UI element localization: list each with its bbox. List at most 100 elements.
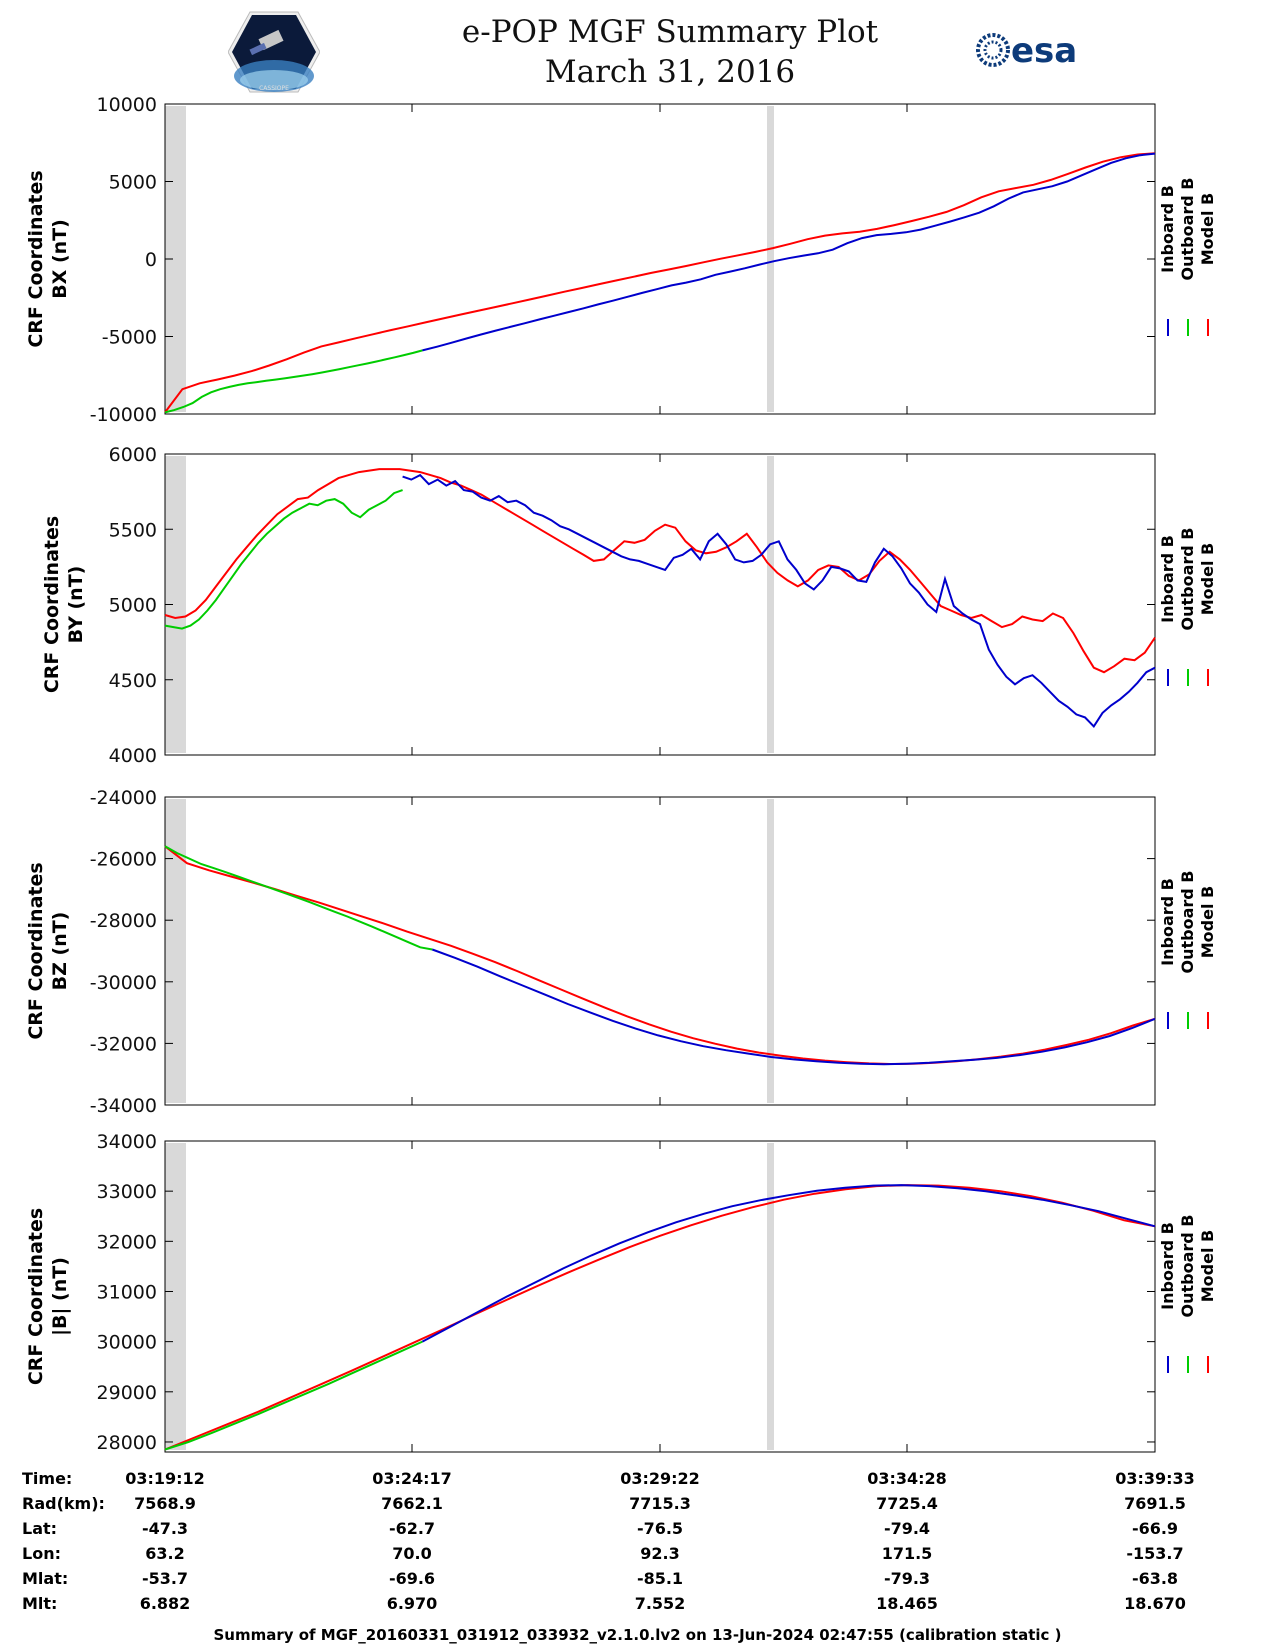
legend-label: Outboard B [1178, 1215, 1197, 1318]
y-tick-label: 30000 [97, 1332, 157, 1354]
y-axis-label: |B| (nT) [49, 1257, 71, 1336]
y-tick-label: -30000 [90, 972, 157, 994]
data-gap-band [767, 799, 774, 1103]
series-model-b [164, 468, 1156, 674]
series-model-b [164, 1184, 1156, 1451]
y-tick-label: 10000 [97, 94, 157, 116]
x-table-cell: -47.3 [142, 1519, 188, 1538]
x-table-cell: 7715.3 [629, 1494, 691, 1513]
y-tick-label: 31000 [97, 1281, 157, 1303]
y-tick-label: 28000 [97, 1432, 157, 1454]
data-gap-band [767, 106, 774, 412]
legend-label: Model B [1198, 1230, 1217, 1302]
y-tick-label: -10000 [90, 404, 157, 426]
x-table-cell: 70.0 [392, 1544, 431, 1563]
y-tick-label: 4000 [109, 745, 157, 767]
series-inboard-b [421, 1184, 1156, 1343]
y-tick-label: 32000 [97, 1231, 157, 1253]
series-inboard-b [402, 473, 1156, 728]
series-outboard-b [164, 1340, 423, 1451]
data-gap-band [165, 1143, 186, 1450]
legend: Inboard B Outboard B Model B [1158, 528, 1217, 686]
x-table-cell: 18.670 [1124, 1594, 1186, 1613]
series-outboard-b [164, 845, 433, 951]
y-axis-label: CRF Coordinates [25, 862, 47, 1039]
x-table-cell: -79.3 [884, 1569, 930, 1588]
x-tick-label: 03:34:28 [867, 1469, 947, 1488]
plot-frame [164, 796, 1156, 1106]
x-table-cell: -66.9 [1132, 1519, 1178, 1538]
y-tick-label: -24000 [90, 787, 157, 809]
series-model-b [164, 152, 1156, 413]
x-table-cell: -53.7 [142, 1569, 188, 1588]
series-inboard-b [431, 948, 1156, 1066]
x-row-label: Mlt: [22, 1594, 57, 1613]
x-table-cell: 7568.9 [134, 1494, 196, 1513]
x-tick-label: 03:19:12 [125, 1469, 205, 1488]
x-table-cell: -69.6 [389, 1569, 435, 1588]
y-tick-label: 5500 [109, 519, 157, 541]
footer-caption: Summary of MGF_20160331_031912_033932_v2… [213, 1626, 1062, 1644]
legend-label: Outboard B [1178, 871, 1197, 974]
x-table-cell: -85.1 [637, 1569, 683, 1588]
series-inboard-b [422, 152, 1156, 352]
x-table-cell: 63.2 [145, 1544, 184, 1563]
data-gap-band [767, 1143, 774, 1450]
y-tick-label: 5000 [109, 595, 157, 617]
y-axis-label: BY (nT) [65, 566, 87, 644]
legend-label: Outboard B [1178, 178, 1197, 281]
data-gap-band [165, 456, 186, 753]
y-tick-label: -5000 [102, 327, 157, 349]
x-table-cell: 7725.4 [876, 1494, 938, 1513]
data-gap-band [165, 799, 186, 1103]
x-table-cell: -63.8 [1132, 1569, 1178, 1588]
x-row-label: Lon: [22, 1544, 61, 1563]
x-axis-table: Time: Rad(km): Lat: Lon: Mlat: Mlt: 03:19:12 75… [22, 1469, 1195, 1613]
x-table-cell: 6.882 [140, 1594, 191, 1613]
x-table-cell: 7.552 [635, 1594, 686, 1613]
data-gap-band [767, 456, 774, 753]
panel-1: 10000 5000 0 -5000 -10000 CRF Coordinates BX (… [25, 94, 1217, 426]
x-row-label: Mlat: [22, 1569, 68, 1588]
x-table-cell: -153.7 [1126, 1544, 1183, 1563]
y-tick-label: 4500 [109, 670, 157, 692]
y-tick-label: 33000 [97, 1181, 157, 1203]
plot-frame [164, 453, 1156, 756]
y-axis-label: BX (nT) [49, 219, 71, 299]
x-table-cell: 92.3 [640, 1544, 679, 1563]
legend-label: Inboard B [1158, 185, 1177, 273]
panel-4: 34000 33000 32000 31000 30000 29000 28000 CRF C… [25, 1131, 1217, 1454]
x-table-cell: 6.970 [387, 1594, 438, 1613]
plot-frame [164, 103, 1156, 415]
y-axis-label: CRF Coordinates [41, 516, 63, 693]
legend-label: Model B [1198, 193, 1217, 265]
panel-3: -24000 -26000 -28000 -30000 -32000 -34000 CRF … [25, 787, 1217, 1117]
chart-title: e-POP MGF Summary Plot [461, 14, 879, 50]
chart-date: March 31, 2016 [544, 54, 796, 90]
panel-2: 6000 5500 5000 4500 4000 CRF Coordinates BY (n… [41, 444, 1217, 767]
x-table-cell: 171.5 [882, 1544, 933, 1563]
y-tick-label: -34000 [90, 1095, 157, 1117]
x-tick-label: 03:24:17 [372, 1469, 452, 1488]
y-tick-label: 5000 [109, 172, 157, 194]
y-tick-label: 6000 [109, 444, 157, 466]
esa-logo: esa [976, 31, 1077, 70]
series-outboard-b [164, 349, 423, 414]
legend-label: Model B [1198, 886, 1217, 958]
cassiope-logo-text: CASSIOPE [259, 85, 289, 92]
data-gap-band [165, 106, 186, 412]
y-tick-label: -28000 [90, 910, 157, 932]
legend-label: Inboard B [1158, 535, 1177, 623]
y-tick-label: -32000 [90, 1033, 157, 1055]
plot-frame [164, 1140, 1156, 1453]
y-axis-label: CRF Coordinates [25, 170, 47, 347]
x-table-cell: 18.465 [876, 1594, 938, 1613]
x-row-label: Rad(km): [22, 1494, 105, 1513]
series-model-b [164, 845, 1156, 1066]
y-tick-label: 29000 [97, 1382, 157, 1404]
x-table-cell: -79.4 [884, 1519, 930, 1538]
x-row-label: Lat: [22, 1519, 57, 1538]
legend-label: Inboard B [1158, 878, 1177, 966]
y-tick-label: -26000 [90, 849, 157, 871]
